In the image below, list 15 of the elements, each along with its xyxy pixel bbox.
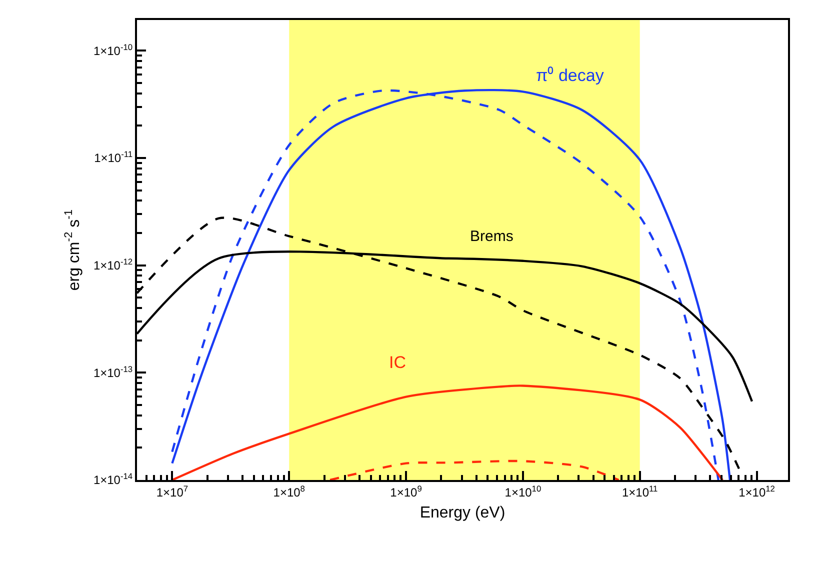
y-tick-label: 1×10$^{-14}$: [93, 471, 133, 488]
x-tick-label: 1×10$^{12}$: [738, 483, 776, 500]
y-tick-label: 1×10$^{-11}$: [94, 149, 133, 166]
y-tick-label: 1×10$^{-12}$: [93, 256, 133, 273]
x-tick-label: 1×10$^{7}$: [156, 483, 188, 500]
x-tick-label: 1×10$^{11}$: [622, 483, 658, 500]
y-tick-label: 1×10$^{-13}$: [93, 364, 133, 380]
series-label: Brems: [470, 228, 514, 245]
x-tick-label: 1×10$^{9}$: [390, 483, 422, 500]
y-tick-label: 1×10$^{-10}$: [93, 42, 133, 58]
series-label: π⁰ decay: [536, 66, 604, 85]
x-axis-title: Energy (eV): [420, 504, 506, 522]
x-tick-label: 1×10$^{10}$: [504, 483, 542, 500]
series-label: IC: [389, 353, 406, 372]
x-tick-label: 1×10$^{8}$: [273, 483, 306, 500]
